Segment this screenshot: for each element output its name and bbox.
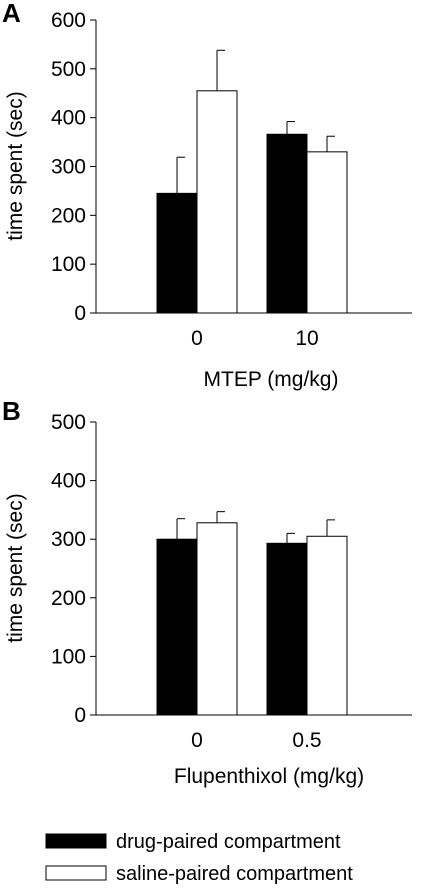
y-tick-label: 200 [51, 587, 86, 610]
panel-b: B time spent (sec) Flupenthixol (mg/kg) … [2, 396, 412, 788]
panel-a-label: A [2, 0, 21, 28]
panel-b-y-axis-label: time spent (sec) [4, 493, 27, 642]
bar-drug [156, 538, 198, 716]
x-tick-label: 0 [191, 729, 203, 752]
y-tick-label: 0 [74, 704, 86, 727]
x-tick-label: 0.5 [292, 729, 321, 752]
y-tick-label: 100 [51, 253, 86, 276]
bar-drug [266, 542, 308, 716]
y-tick-label: 400 [51, 470, 86, 493]
y-tick-label: 400 [51, 107, 86, 130]
y-tick-label: 300 [51, 528, 86, 551]
panel-a-plot: 0 100 200 300 400 500 600 0 10 [51, 9, 412, 350]
y-tick-label: 500 [51, 411, 86, 434]
legend-swatch-saline [45, 865, 107, 881]
y-tick-label: 300 [51, 156, 86, 179]
y-tick-label: 0 [74, 302, 86, 325]
y-tick-label: 200 [51, 204, 86, 227]
panel-b-x-axis-label: Flupenthixol (mg/kg) [174, 765, 364, 788]
x-tick-label: 10 [295, 327, 318, 350]
x-tick-label: 0 [191, 327, 203, 350]
legend-label-drug: drug-paired compartment [116, 831, 341, 853]
panel-a: A time spent (sec) MTEP (mg/kg) 01002003… [2, 0, 412, 391]
bar-saline [306, 151, 348, 314]
bar-saline [196, 522, 238, 716]
panel-b-label: B [2, 396, 21, 426]
legend: drug-paired compartment saline-paired co… [45, 831, 353, 885]
panel-b-plot: 0 100 200 300 400 500 0 0.5 [51, 411, 412, 752]
bar-drug [156, 192, 198, 314]
y-tick-label: 500 [51, 58, 86, 81]
bar-drug [266, 133, 308, 314]
bar-saline [196, 90, 238, 314]
panel-a-y-axis-label: time spent (sec) [4, 91, 27, 240]
panel-a-x-axis-label: MTEP (mg/kg) [204, 368, 339, 391]
y-tick-label: 100 [51, 645, 86, 668]
legend-label-saline: saline-paired compartment [116, 863, 353, 885]
legend-swatch-drug [45, 833, 107, 849]
y-tick-label: 600 [51, 9, 86, 32]
bar-saline [306, 535, 348, 716]
